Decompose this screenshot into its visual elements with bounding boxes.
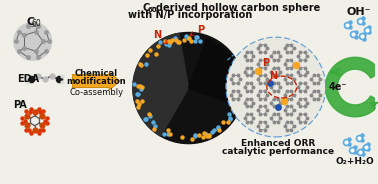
Text: O₂+H₂O: O₂+H₂O — [336, 157, 375, 166]
Text: Co-assembly: Co-assembly — [69, 89, 123, 98]
Text: PA: PA — [13, 100, 26, 110]
Text: EDA: EDA — [17, 74, 39, 84]
Wedge shape — [133, 33, 189, 136]
Text: -derived hollow carbon sphere: -derived hollow carbon sphere — [152, 3, 320, 13]
Text: C: C — [27, 17, 35, 26]
Text: N: N — [269, 71, 277, 81]
Circle shape — [14, 23, 51, 60]
Circle shape — [133, 33, 244, 144]
Text: OH⁻: OH⁻ — [347, 7, 371, 17]
Text: P: P — [190, 24, 204, 36]
Text: catalytic performance: catalytic performance — [222, 147, 334, 156]
Text: 4e⁻: 4e⁻ — [328, 82, 347, 92]
Text: N: N — [153, 31, 167, 44]
Text: with N/P incorporation: with N/P incorporation — [129, 10, 253, 20]
Polygon shape — [189, 38, 241, 106]
Circle shape — [227, 38, 324, 136]
FancyArrow shape — [73, 72, 120, 90]
Text: 60: 60 — [32, 19, 42, 28]
Text: C: C — [143, 3, 150, 13]
Text: P: P — [262, 58, 270, 68]
Text: modification: modification — [67, 77, 126, 86]
Polygon shape — [325, 57, 378, 117]
Text: Enhanced ORR: Enhanced ORR — [241, 139, 315, 148]
Text: 60: 60 — [148, 7, 157, 13]
Text: Chemical: Chemical — [75, 69, 118, 78]
